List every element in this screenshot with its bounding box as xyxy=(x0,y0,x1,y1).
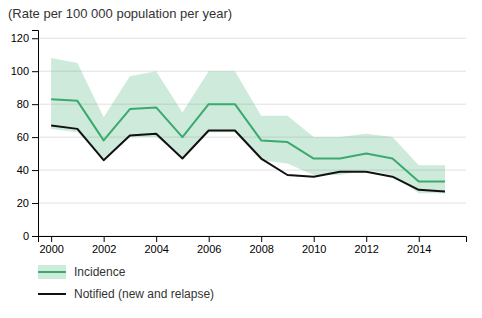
tick-label: 2006 xyxy=(197,243,221,255)
tick-label: 2000 xyxy=(39,243,63,255)
tick-mark xyxy=(32,137,38,138)
legend-item: Notified (new and relapse) xyxy=(38,287,214,301)
tick: 2002 xyxy=(92,236,116,255)
band xyxy=(51,58,445,193)
line xyxy=(51,99,445,181)
tick-mark xyxy=(32,203,38,204)
legend-swatch xyxy=(38,271,66,273)
tick: 2014 xyxy=(407,236,431,255)
legend-label: Notified (new and relapse) xyxy=(74,287,214,301)
grid-line xyxy=(38,38,466,39)
tick-mark xyxy=(261,236,262,242)
grid-line xyxy=(38,71,466,72)
x-axis: 2000 2002 2004 2006 2008 2010 2012 2014 xyxy=(39,236,467,255)
tick-mark xyxy=(32,38,38,39)
legend: Incidence Notified (new and relapse) xyxy=(38,265,214,301)
tick-label: 20 xyxy=(17,197,29,209)
title: (Rate per 100 000 population per year) xyxy=(8,6,232,21)
tick-label: 60 xyxy=(17,131,29,143)
tick-label: 2004 xyxy=(144,243,168,255)
legend-swatch xyxy=(38,293,66,295)
tick-mark xyxy=(104,236,105,242)
tick-mark xyxy=(32,236,38,237)
tick: 2006 xyxy=(197,236,221,255)
tick-mark xyxy=(314,236,315,242)
tick: 2008 xyxy=(249,236,273,255)
chart: (Rate per 100 000 population per year) 20… xyxy=(0,0,482,318)
tick-mark xyxy=(419,236,420,242)
y-axis: 0 20 40 60 80 100 120 xyxy=(11,31,39,243)
tick: 60 xyxy=(17,131,38,143)
tick-mark xyxy=(156,236,157,242)
legend-swatch xyxy=(38,265,66,279)
tick-mark xyxy=(32,71,38,72)
tick-mark xyxy=(51,236,52,242)
tick-mark xyxy=(209,236,210,242)
tick: 20 xyxy=(17,197,38,209)
grid-line xyxy=(38,203,466,204)
tick: 0 xyxy=(23,230,38,242)
tick-label: 2012 xyxy=(354,243,378,255)
tick: 40 xyxy=(17,164,38,176)
tick-label: 0 xyxy=(23,230,29,242)
tick-label: 2010 xyxy=(302,243,326,255)
tick: 2012 xyxy=(354,236,378,255)
legend-label: Incidence xyxy=(74,265,126,279)
tick-mark xyxy=(32,170,38,171)
marks xyxy=(51,58,445,193)
tick: 80 xyxy=(17,98,38,110)
tick: 2004 xyxy=(144,236,168,255)
tick-label: 40 xyxy=(17,164,29,176)
tick: 120 xyxy=(11,32,38,44)
tick-label: 100 xyxy=(11,65,29,77)
axis-line xyxy=(39,237,467,243)
tick-label: 2002 xyxy=(92,243,116,255)
tick-label: 2014 xyxy=(407,243,431,255)
tick-mark xyxy=(32,104,38,105)
tick-label: 80 xyxy=(17,98,29,110)
axis-line xyxy=(32,31,39,237)
tick: 2000 xyxy=(39,236,63,255)
tick: 100 xyxy=(11,65,38,77)
tick-label: 120 xyxy=(11,32,29,44)
legend-item: Incidence xyxy=(38,265,126,279)
plot: 2000 2002 2004 2006 2008 2010 2012 2014 0 20 40 60 8… xyxy=(11,31,467,255)
tick-label: 2008 xyxy=(249,243,273,255)
grid xyxy=(38,38,466,236)
tick-mark xyxy=(366,236,367,242)
tick: 2010 xyxy=(302,236,326,255)
line xyxy=(51,126,445,192)
